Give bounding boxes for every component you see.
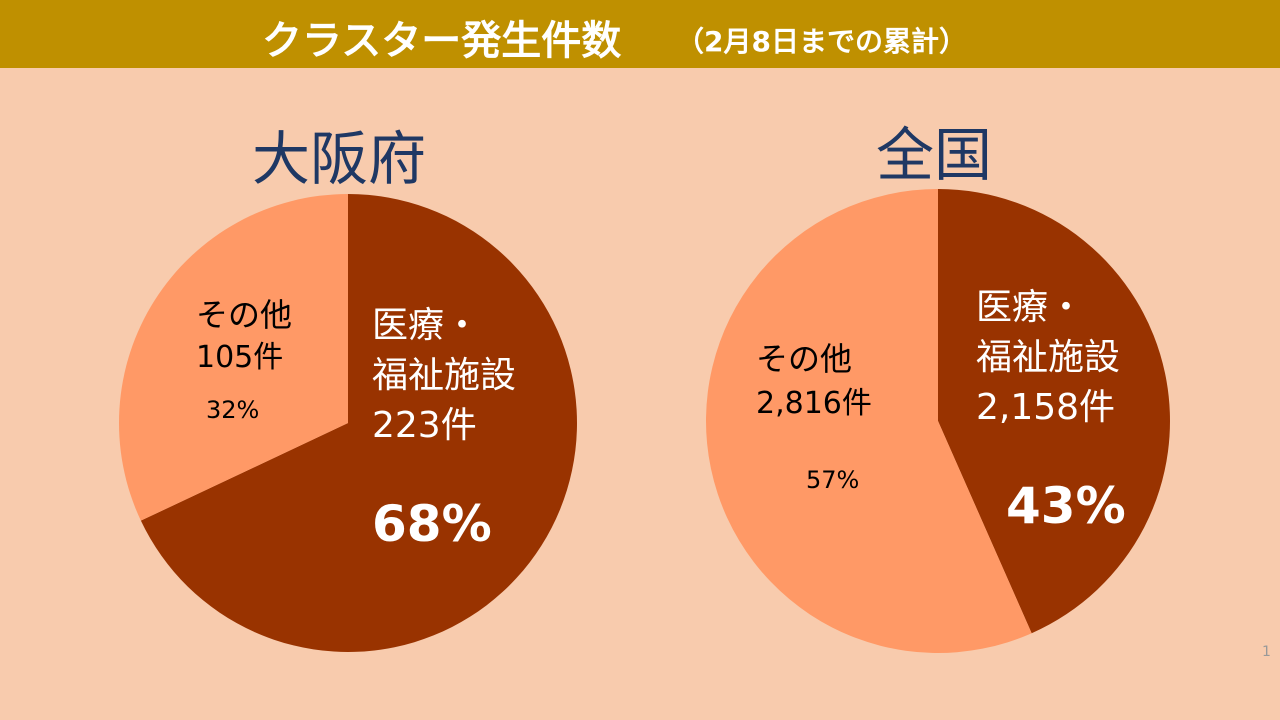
national-pie bbox=[705, 189, 1170, 653]
national-other-percent: 57% bbox=[806, 466, 860, 494]
national-pie-slice-medical bbox=[938, 189, 1170, 634]
osaka-chart-title: 大阪府 bbox=[252, 125, 427, 193]
national-medical-label-line2: 福祉施設 bbox=[976, 337, 1121, 378]
osaka-pie-slice-medical bbox=[140, 194, 577, 652]
osaka-medical-label-line1: 医療・ bbox=[372, 305, 481, 346]
national-medical-label-line1: 医療・ bbox=[976, 287, 1085, 328]
national-medical-count: 2,158件 bbox=[976, 387, 1116, 428]
osaka-other-percent: 32% bbox=[206, 396, 260, 424]
osaka-medical-count: 223件 bbox=[372, 405, 477, 446]
page-title: クラスター発生件数 bbox=[262, 18, 622, 64]
osaka-other-label: その他 bbox=[196, 296, 293, 334]
national-pie-slice-other bbox=[705, 189, 1032, 653]
page-number: 1 bbox=[1262, 644, 1271, 660]
page-subtitle: （2月8日までの累計） bbox=[676, 25, 967, 58]
osaka-pie-slice-other bbox=[119, 194, 349, 521]
national-medical-percent: 43% bbox=[1006, 477, 1126, 535]
national-chart-title: 全国 bbox=[876, 121, 993, 189]
osaka-pie bbox=[119, 194, 577, 652]
national-other-label: その他 bbox=[756, 340, 853, 378]
osaka-medical-label-line2: 福祉施設 bbox=[372, 355, 517, 396]
national-other-count: 2,816件 bbox=[756, 386, 872, 421]
osaka-medical-percent: 68% bbox=[372, 495, 492, 553]
osaka-other-count: 105件 bbox=[196, 340, 284, 375]
header-bar: クラスター発生件数 （2月8日までの累計） bbox=[0, 0, 1280, 68]
